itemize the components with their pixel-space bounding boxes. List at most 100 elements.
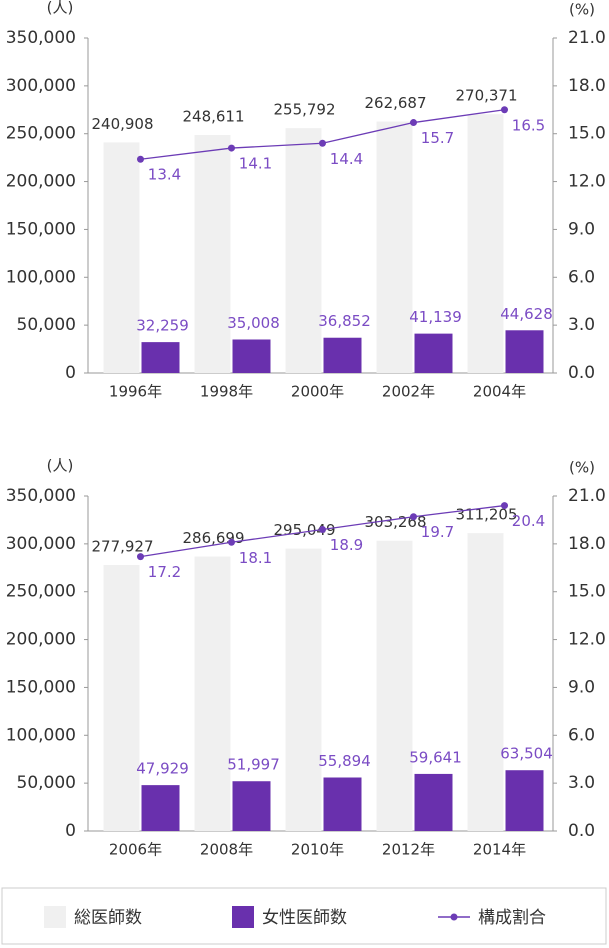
total-label: 295,049: [273, 521, 335, 539]
y2-tick-label: 3.0: [568, 315, 595, 335]
x-tick-label: 2002年: [382, 383, 435, 401]
total-label: 240,908: [91, 115, 153, 133]
female-bar: [414, 773, 453, 831]
ratio-label: 19.7: [421, 523, 454, 541]
total-bar: [376, 540, 413, 831]
y-tick-label: 300,000: [6, 76, 76, 96]
y-tick-label: 150,000: [6, 219, 76, 239]
ratio-label: 14.1: [239, 155, 272, 173]
total-label: 277,927: [91, 537, 153, 555]
y2-tick-label: 3.0: [568, 773, 595, 793]
total-bar: [285, 548, 322, 831]
y-tick-label: 150,000: [6, 677, 76, 697]
total-bar: [467, 114, 504, 373]
female-label: 63,504: [500, 745, 553, 763]
y-tick-label: 350,000: [6, 28, 76, 48]
total-label: 270,371: [455, 87, 517, 105]
ratio-point: [410, 119, 417, 127]
total-bar: [376, 121, 413, 373]
y2-tick-label: 0.0: [568, 363, 595, 383]
ratio-label: 20.4: [512, 512, 545, 530]
female-label: 36,852: [318, 312, 371, 330]
y-tick-label: 0: [65, 363, 76, 383]
ratio-point: [319, 139, 326, 147]
ratio-point: [228, 144, 235, 152]
female-label: 55,894: [318, 752, 371, 770]
y2-axis-label: (%): [569, 459, 595, 477]
female-bar: [141, 342, 180, 373]
legend-label: 女性医師数: [262, 908, 347, 928]
ratio-label: 15.7: [421, 129, 454, 147]
y-tick-label: 100,000: [6, 267, 76, 287]
total-bar: [194, 556, 231, 831]
x-tick-label: 2006年: [109, 841, 162, 859]
ratio-label: 18.9: [330, 536, 363, 554]
x-tick-label: 2000年: [291, 383, 344, 401]
female-label: 59,641: [409, 748, 462, 766]
y-tick-label: 350,000: [6, 486, 76, 506]
ratio-point: [137, 553, 144, 561]
y2-tick-label: 15.0: [568, 124, 606, 144]
x-tick-label: 1998年: [200, 383, 253, 401]
female-bar: [323, 337, 362, 373]
y2-tick-label: 18.0: [568, 76, 606, 96]
total-label: 248,611: [182, 108, 244, 126]
x-tick-label: 2010年: [291, 841, 344, 859]
x-tick-label: 2012年: [382, 841, 435, 859]
y2-tick-label: 15.0: [568, 582, 606, 602]
y2-tick-label: 12.0: [568, 172, 606, 192]
total-bar: [103, 564, 140, 831]
female-bar: [505, 770, 544, 831]
y2-tick-label: 9.0: [568, 677, 595, 697]
legend-swatch: [450, 913, 458, 921]
y-tick-label: 50,000: [17, 773, 76, 793]
y2-tick-label: 6.0: [568, 267, 595, 287]
ratio-point: [319, 526, 326, 533]
y-tick-label: 250,000: [6, 582, 76, 602]
legend-swatch: [232, 906, 254, 928]
y2-tick-label: 0.0: [568, 821, 595, 841]
female-label: 35,008: [227, 314, 280, 332]
ratio-label: 18.1: [239, 549, 272, 567]
x-tick-label: 2004年: [473, 383, 526, 401]
y2-tick-label: 21.0: [568, 486, 606, 506]
total-bar: [285, 128, 322, 373]
ratio-point: [410, 513, 417, 521]
female-bar: [414, 333, 453, 373]
ratio-point: [501, 106, 508, 114]
female-bar: [232, 781, 271, 831]
ratio-label: 16.5: [512, 116, 545, 134]
female-label: 51,997: [227, 756, 280, 774]
ratio-label: 14.4: [330, 150, 363, 168]
total-bar: [194, 135, 231, 373]
y-axis-label: (人): [47, 0, 74, 17]
y2-tick-label: 9.0: [568, 219, 595, 239]
ratio-point: [501, 502, 508, 510]
y2-axis-label: (%): [569, 1, 595, 19]
y-axis-label: (人): [47, 457, 74, 475]
total-label: 286,699: [182, 529, 244, 547]
legend-label: 構成割合: [478, 908, 546, 928]
female-label: 47,929: [136, 760, 189, 778]
legend-label: 総医師数: [74, 908, 142, 928]
x-tick-label: 2008年: [200, 841, 253, 859]
ratio-point: [137, 155, 144, 163]
female-label: 32,259: [136, 317, 189, 335]
y2-tick-label: 21.0: [568, 28, 606, 48]
female-bar: [232, 339, 271, 373]
ratio-label: 13.4: [148, 166, 181, 184]
x-tick-label: 2014年: [473, 841, 526, 859]
legend-box: [1, 887, 607, 945]
female-label: 44,628: [500, 305, 553, 323]
total-bar: [467, 533, 504, 831]
total-label: 255,792: [273, 101, 335, 119]
female-label: 41,139: [409, 308, 462, 326]
ratio-point: [228, 538, 235, 546]
x-tick-label: 1996年: [109, 383, 162, 401]
y-tick-label: 50,000: [17, 315, 76, 335]
y-tick-label: 300,000: [6, 534, 76, 554]
y2-tick-label: 18.0: [568, 534, 606, 554]
y2-tick-label: 12.0: [568, 630, 606, 650]
y2-tick-label: 6.0: [568, 725, 595, 745]
